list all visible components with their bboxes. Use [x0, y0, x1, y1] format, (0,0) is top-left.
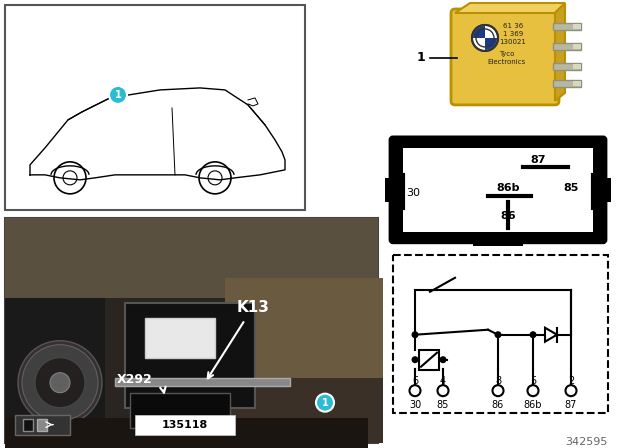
Polygon shape	[555, 3, 565, 101]
Circle shape	[35, 358, 85, 408]
Text: 4: 4	[440, 376, 446, 386]
Bar	[573, 44, 581, 49]
Bar	[553, 43, 581, 50]
Text: Tyco: Tyco	[499, 51, 515, 57]
Polygon shape	[455, 3, 565, 13]
Bar	[553, 23, 581, 30]
Text: 30: 30	[409, 400, 421, 409]
Bar	[105, 298, 265, 443]
Bar	[553, 80, 581, 87]
Text: 135118: 135118	[162, 420, 208, 430]
Circle shape	[472, 25, 498, 51]
Bar	[419, 350, 439, 370]
Text: 86b: 86b	[524, 400, 542, 409]
Bar	[5, 298, 125, 443]
Text: 86b: 86b	[496, 183, 520, 193]
Bar	[225, 278, 383, 443]
Circle shape	[412, 331, 419, 338]
Wedge shape	[485, 26, 497, 38]
Bar	[225, 378, 383, 443]
Text: 1 369: 1 369	[503, 31, 523, 37]
Bar	[385, 178, 395, 202]
Text: 8: 8	[495, 376, 501, 386]
Bar	[403, 148, 593, 232]
Bar	[573, 64, 581, 69]
Text: 1: 1	[322, 398, 328, 408]
Text: 85: 85	[563, 183, 579, 193]
Text: 85: 85	[437, 400, 449, 409]
Text: 6: 6	[412, 376, 418, 386]
Circle shape	[412, 356, 419, 363]
Text: X292: X292	[117, 373, 153, 386]
Wedge shape	[473, 38, 485, 50]
Text: 86: 86	[492, 400, 504, 409]
Wedge shape	[485, 38, 497, 50]
Bar	[125, 303, 255, 408]
Circle shape	[440, 356, 447, 363]
Bar	[135, 415, 235, 435]
Bar	[37, 418, 47, 431]
Circle shape	[50, 373, 70, 392]
Circle shape	[529, 331, 536, 338]
Circle shape	[22, 345, 98, 421]
Bar	[5, 218, 378, 318]
Bar	[601, 178, 611, 202]
Circle shape	[18, 341, 102, 425]
Bar	[15, 415, 70, 435]
Bar	[5, 5, 305, 210]
Bar	[23, 418, 33, 431]
Text: 2: 2	[568, 376, 574, 386]
Bar	[115, 378, 290, 386]
Circle shape	[316, 394, 334, 412]
Bar	[5, 418, 368, 448]
Circle shape	[527, 385, 538, 396]
Bar	[573, 24, 581, 29]
Bar	[5, 218, 378, 443]
Polygon shape	[545, 328, 557, 342]
Text: 30: 30	[406, 188, 420, 198]
Text: 130021: 130021	[500, 39, 527, 45]
FancyBboxPatch shape	[451, 9, 559, 105]
Circle shape	[493, 385, 504, 396]
Bar	[130, 392, 230, 428]
Circle shape	[495, 331, 502, 338]
Bar	[145, 318, 215, 358]
Text: K13: K13	[237, 300, 269, 315]
Text: 87: 87	[531, 155, 546, 165]
Circle shape	[566, 385, 577, 396]
Text: 1: 1	[115, 90, 122, 100]
Text: 342595: 342595	[566, 437, 608, 447]
Text: Electronics: Electronics	[488, 59, 526, 65]
FancyBboxPatch shape	[390, 137, 606, 243]
Text: 61 36: 61 36	[503, 23, 523, 29]
Bar	[393, 255, 608, 413]
Circle shape	[410, 385, 420, 396]
Bar	[573, 81, 581, 86]
Text: 1: 1	[416, 52, 425, 65]
Circle shape	[438, 385, 449, 396]
Wedge shape	[473, 26, 485, 38]
Text: 86: 86	[500, 211, 516, 221]
Bar	[473, 238, 523, 246]
Circle shape	[109, 86, 127, 104]
Bar	[553, 63, 581, 70]
Text: 87: 87	[565, 400, 577, 409]
Text: 5: 5	[530, 376, 536, 386]
